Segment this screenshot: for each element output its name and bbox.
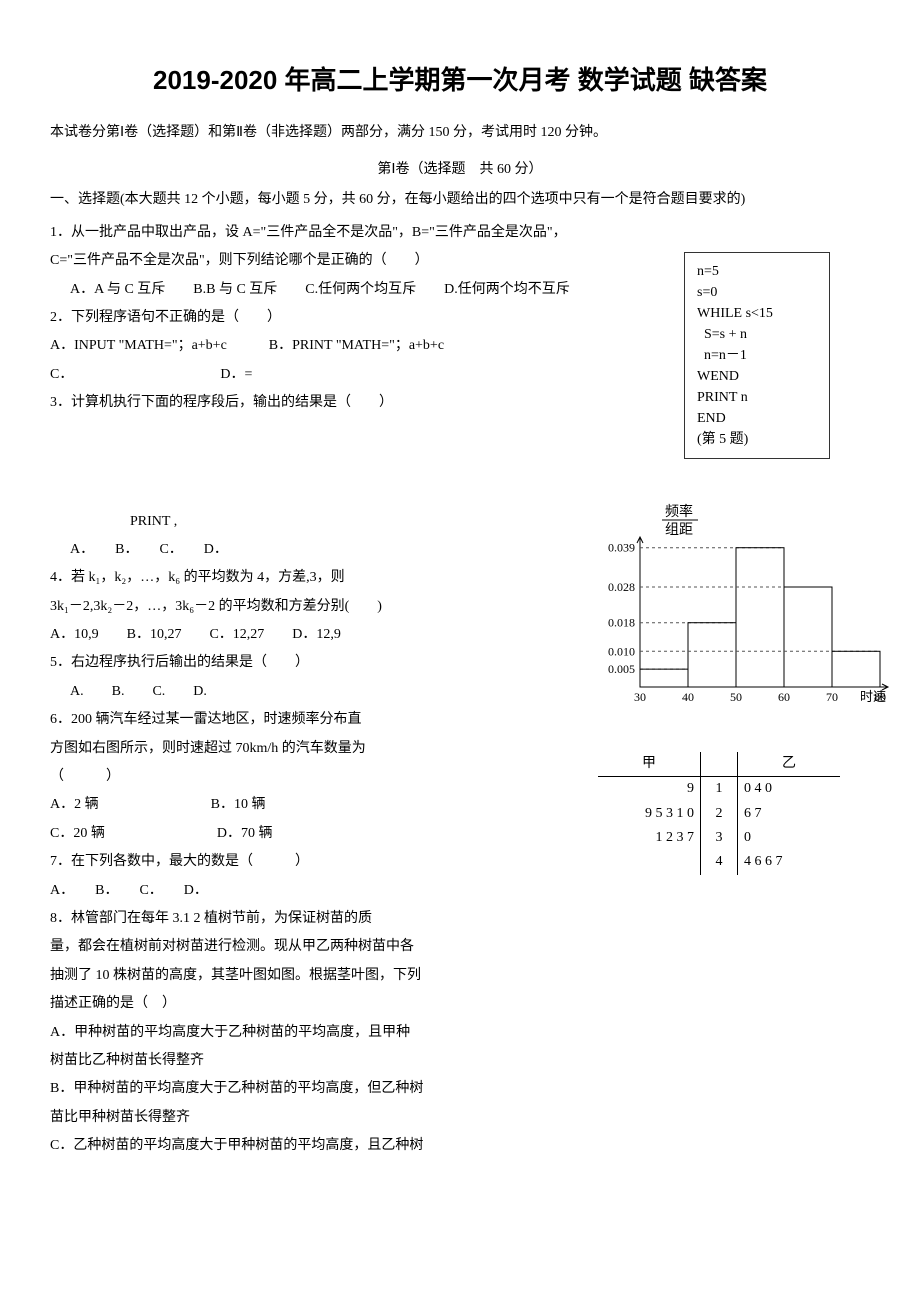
svg-text:0.005: 0.005 <box>608 662 635 676</box>
q8-opt-a1: A．甲种树苗的平均高度大于乙种树苗的平均高度，且甲种 <box>50 1022 500 1044</box>
histogram-chart: 频率组距0.0390.0280.0180.0100.00530405060708… <box>590 502 890 720</box>
q5-options: A. B. C. D. <box>50 681 590 703</box>
code-line: s=0 <box>697 282 817 303</box>
code-line: WEND <box>697 366 817 387</box>
code-line: (第 5 题) <box>697 429 817 450</box>
code-line: n=5 <box>697 261 817 282</box>
svg-text:时速: 时速 <box>860 689 886 704</box>
q8-opt-b2: 苗比甲种树苗长得整齐 <box>50 1107 590 1129</box>
svg-text:频率: 频率 <box>665 503 693 520</box>
q8-line2: 量，都会在植树前对树苗进行检测。现从甲乙两种树苗中各 <box>50 936 500 958</box>
q3-print: PRINT , <box>50 511 590 533</box>
svg-text:0.028: 0.028 <box>608 580 635 594</box>
intro-text: 本试卷分第Ⅰ卷（选择题）和第Ⅱ卷（非选择题）两部分，满分 150 分，考试用时 … <box>50 122 870 144</box>
svg-text:0.010: 0.010 <box>608 644 635 658</box>
q3-options: A． B． C． D． <box>50 539 590 561</box>
q8-opt-b1: B．甲种树苗的平均高度大于乙种树苗的平均高度，但乙种树 <box>50 1078 500 1100</box>
q1-line2: C="三件产品不全是次品"，则下列结论哪个是正确的（ ） <box>50 250 590 272</box>
q6-line2: 方图如右图所示，则时速超过 70km/h 的汽车数量为 <box>50 738 430 760</box>
code-line: PRINT n <box>697 387 817 408</box>
q6-line3: （ ） <box>50 766 590 788</box>
q8-opt-a2: 树苗比乙种树苗长得整齐 <box>50 1050 590 1072</box>
q2-opts-ab: A．INPUT "MATH="；a+b+c B．PRINT "MATH="；a+… <box>50 335 590 357</box>
q8-line1: 8．林管部门在每年 3.1 2 植树节前，为保证树苗的质 <box>50 908 500 930</box>
code-line: WHILE s<15 <box>697 303 817 324</box>
q4-line1: 4．若 k₁，k₂，…，k₆ 的平均数为 4，方差,3，则 <box>50 567 590 589</box>
q7: 7．在下列各数中，最大的数是（ ） <box>50 851 590 873</box>
q6-opts-cd: C．20 辆 D．70 辆 <box>50 823 590 845</box>
q3: 3．计算机执行下面的程序段后，输出的结果是（ ） <box>50 392 590 414</box>
q4-options: A．10,9 B．10,27 C．12,27 D．12,9 <box>50 624 590 646</box>
q2-opts-cd: C． D．= <box>50 364 590 386</box>
q2: 2．下列程序语句不正确的是（ ） <box>50 307 590 329</box>
svg-text:40: 40 <box>682 690 694 704</box>
svg-text:0.018: 0.018 <box>608 615 635 629</box>
part-header: 第Ⅰ卷（选择题 共 60 分） <box>50 159 870 181</box>
q8-line3: 抽测了 10 株树苗的高度，其茎叶图如图。根据茎叶图，下列 <box>50 965 500 987</box>
code-line: END <box>697 408 817 429</box>
code-line: S=s + n <box>697 324 817 345</box>
stem-leaf-plot: 甲乙910 4 09 5 3 1 026 71 2 3 73044 6 6 7 <box>598 752 840 875</box>
q8-opt-c: C．乙种树苗的平均高度大于甲种树苗的平均高度，且乙种树 <box>50 1135 500 1157</box>
q7-options: A． B． C． D． <box>50 880 590 902</box>
q6-opts-ab: A．2 辆 B．10 辆 <box>50 794 590 816</box>
svg-text:60: 60 <box>778 690 790 704</box>
svg-text:组距: 组距 <box>665 522 693 538</box>
q8-line4: 描述正确的是（ ） <box>50 993 590 1015</box>
q4-line2: 3k₁－2,3k₂－2，…，3k₆－2 的平均数和方差分别( ) <box>50 596 590 618</box>
svg-text:70: 70 <box>826 690 838 704</box>
svg-text:30: 30 <box>634 690 646 704</box>
program-box-q5: n=5s=0WHILE s<15 S=s + n n=n－1WENDPRINT … <box>684 252 830 459</box>
q1-options: A．A 与 C 互斥 B.B 与 C 互斥 C.任何两个均互斥 D.任何两个均不… <box>50 279 590 301</box>
q6-line1: 6．200 辆汽车经过某一雷达地区，时速频率分布直 <box>50 709 430 731</box>
svg-text:50: 50 <box>730 690 742 704</box>
svg-text:0.039: 0.039 <box>608 540 635 554</box>
code-line: n=n－1 <box>697 345 817 366</box>
section-instructions: 一、选择题(本大题共 12 个小题，每小题 5 分，共 60 分，在每小题给出的… <box>50 189 870 211</box>
page-title: 2019-2020 年高二上学期第一次月考 数学试题 缺答案 <box>50 60 870 102</box>
q5: 5．右边程序执行后输出的结果是（ ） <box>50 652 590 674</box>
q1-line1: 1．从一批产品中取出产品，设 A="三件产品全不是次品"，B="三件产品全是次品… <box>50 222 590 244</box>
